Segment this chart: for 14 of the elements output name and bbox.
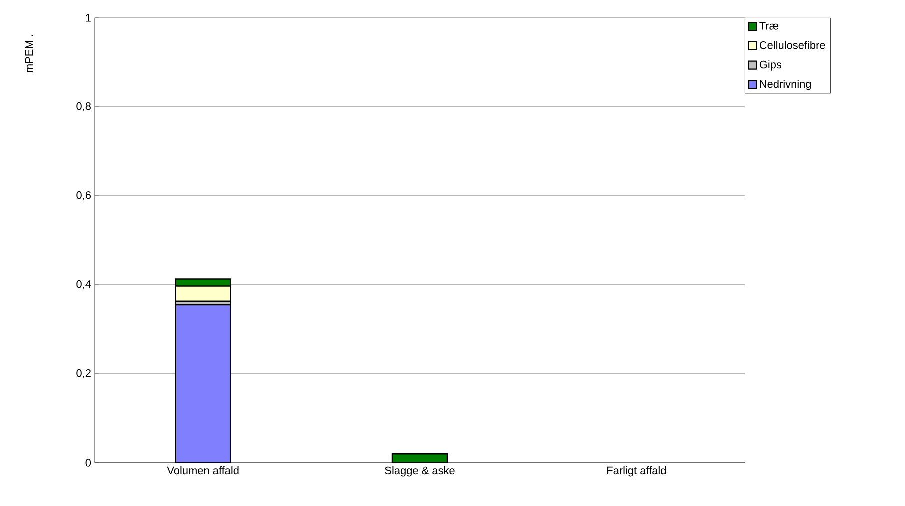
x-tick-label: Farligt affald	[608, 466, 666, 477]
legend-label: Træ	[760, 22, 779, 30]
y-axis-title: mPEM .	[25, 35, 33, 72]
legend-label: Cellulosefibre	[760, 41, 826, 50]
y-tick-label: 0,6	[76, 191, 91, 201]
y-tick-label: 0,4	[76, 280, 92, 290]
legend-label: Gips	[760, 60, 782, 71]
y-tick-label: 0,2	[76, 369, 91, 379]
y-tick-label: 1	[86, 14, 91, 22]
y-tick-label: 0	[86, 459, 92, 467]
legend-label: Nedrivning	[760, 80, 812, 90]
x-tick-label: Volumen affald	[167, 466, 239, 475]
y-tick-label: 0,8	[76, 102, 91, 112]
x-tick-label: Slagge & aske	[385, 466, 455, 477]
